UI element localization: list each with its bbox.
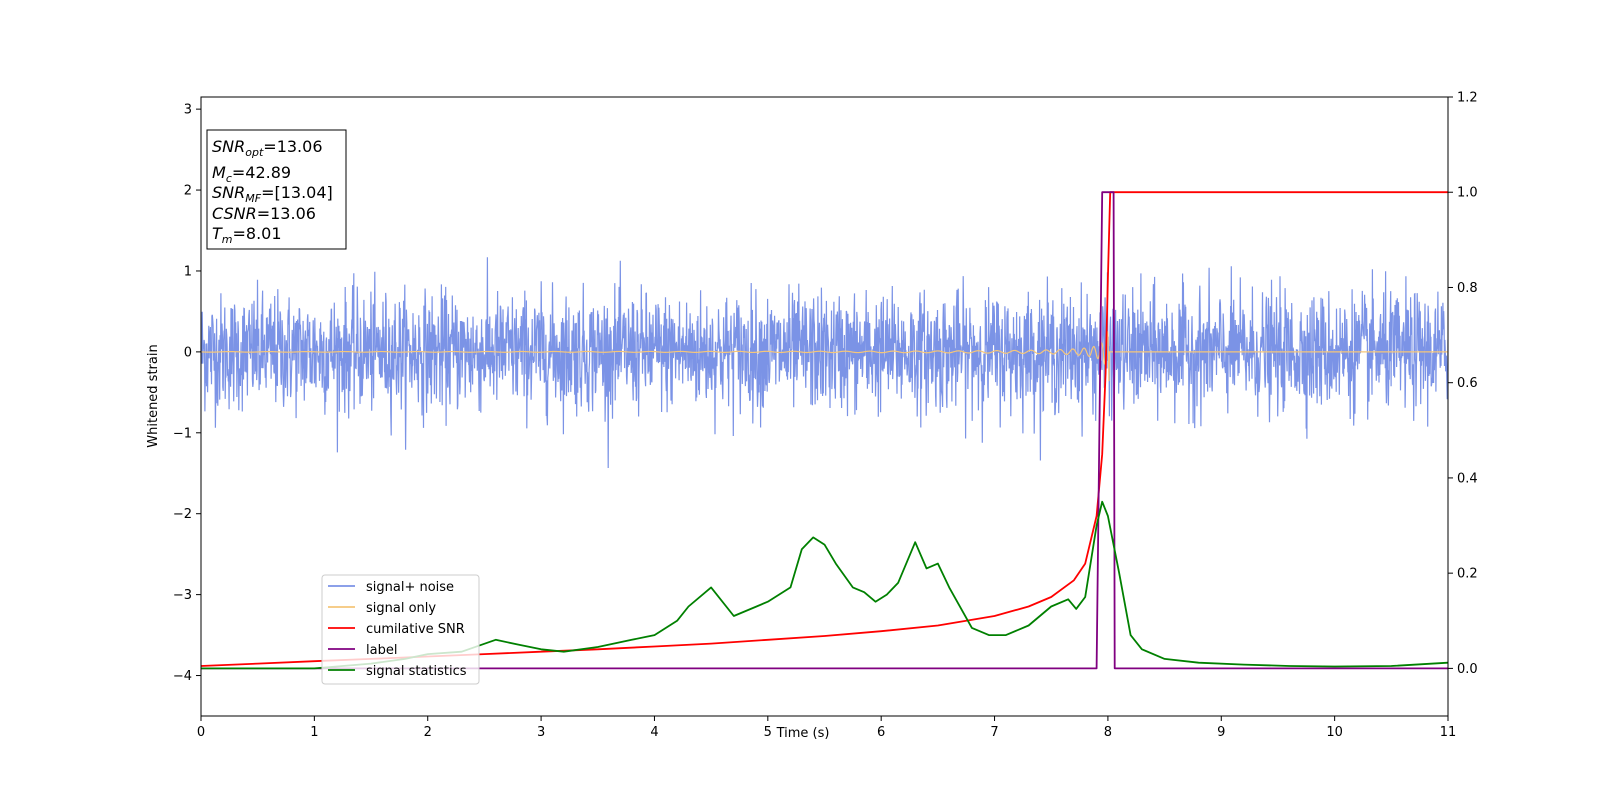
- x-tick-label: 0: [197, 725, 205, 740]
- y-tick-label: 3: [184, 103, 192, 118]
- info-line: Mc=42.89: [212, 163, 291, 185]
- info-line: SNRMF=[13.04]: [212, 183, 333, 205]
- x-tick-label: 7: [990, 725, 998, 740]
- x-tick-label: 11: [1440, 725, 1457, 740]
- y-axis-label: Whitened strain: [146, 344, 161, 447]
- info-box-frame: [206, 129, 347, 250]
- x-tick-label: 9: [1217, 725, 1225, 740]
- series-line-label: [201, 191, 1448, 670]
- legend-entry: cumilative SNR: [366, 622, 465, 637]
- y2-tick-label: 0.8: [1457, 281, 1478, 296]
- x-axis-label: Time (s): [776, 726, 830, 741]
- x-tick-label: 1: [310, 725, 318, 740]
- legend-entry: signal only: [366, 601, 436, 616]
- y-tick-label: −3: [173, 588, 192, 603]
- legend-frame: [321, 574, 480, 685]
- y2-tick-label: 1.2: [1457, 91, 1478, 106]
- legend-entry: label: [366, 643, 397, 658]
- series-line-signal-only: [201, 331, 1448, 382]
- y2-tick-label: 0.6: [1457, 376, 1478, 391]
- x-tick-label: 3: [537, 725, 545, 740]
- y-tick-label: 1: [184, 264, 192, 279]
- y-tick-label: −2: [173, 507, 192, 522]
- x-tick-label: 4: [650, 725, 658, 740]
- y2-tick-label: 1.0: [1457, 186, 1478, 201]
- series-line-signal-statistics: [201, 500, 1448, 670]
- series-line-signal-noise: [201, 257, 1448, 469]
- y-tick-label: 2: [184, 184, 192, 199]
- y-tick-label: 0: [184, 345, 192, 360]
- y-tick-label: −1: [173, 426, 192, 441]
- info-line: Tm=8.01: [212, 224, 282, 246]
- x-tick-label: 8: [1104, 725, 1112, 740]
- y-tick-label: −4: [173, 669, 192, 684]
- x-tick-label: 10: [1326, 725, 1343, 740]
- x-tick-label: 6: [877, 725, 885, 740]
- info-line: SNRopt=13.06: [212, 137, 323, 159]
- x-tick-label: 2: [424, 725, 432, 740]
- x-tick-label: 5: [764, 725, 772, 740]
- y2-tick-label: 0.0: [1457, 662, 1478, 677]
- legend-entry: signal+ noise: [366, 580, 454, 595]
- axes: 0 1 2 3 4 5 6 7 8 9 10 113210−1−2−3−41.21.00.80.60.…: [173, 91, 1478, 741]
- legend-entry: signal statistics: [366, 664, 467, 679]
- y2-tick-label: 0.2: [1457, 567, 1478, 582]
- plot-frame: [200, 96, 1449, 717]
- info-line: CSNR=13.06: [212, 204, 316, 223]
- y2-tick-label: 0.4: [1457, 471, 1478, 486]
- info-box: SNRopt=13.06 Mc=42.89SNRMF=[13.04]CSNR=13…: [206, 129, 347, 250]
- legend: signal+ noise signal only cumilative SNR la…: [321, 574, 480, 685]
